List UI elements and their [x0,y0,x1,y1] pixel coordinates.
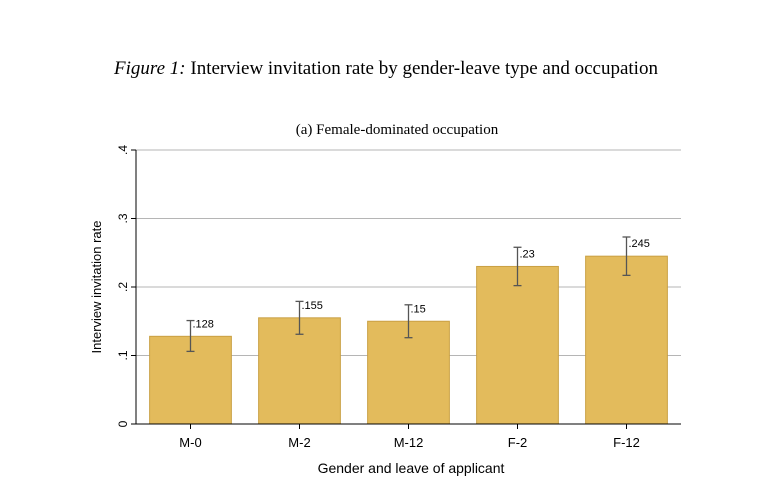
bar [476,265,559,425]
y-tick-label: .2 [116,282,130,292]
x-tick-label: M-12 [394,435,424,450]
figure-title: Interview invitation rate by gender-leav… [190,58,658,79]
data-label: .155 [302,300,323,312]
x-tick-label: M-2 [288,435,310,450]
data-label: .15 [411,303,426,315]
bar [367,320,450,425]
y-tick-label: 0 [116,420,130,427]
axes: 0 .1 .2 .3 .4 M-0 M-2 M-12 F-2 F-12 [116,145,681,450]
figure-caption: Figure 1: Interview invitation rate by g… [0,58,772,80]
bars: .128 .155 .15 .23 .245 [149,236,668,425]
y-tick-label: .3 [116,213,130,223]
chart-title: (a) Female-dominated occupation [296,122,499,138]
x-axis-label: Gender and leave of applicant [318,460,505,476]
y-tick-label: .4 [116,145,130,155]
data-label: .245 [629,238,650,250]
y-axis-label: Interview invitation rate [89,221,104,354]
bar [585,255,668,425]
x-tick-label: F-12 [613,435,640,450]
figure-label: Figure 1: [114,58,186,79]
data-label: .23 [520,248,535,260]
data-label: .128 [193,318,214,330]
x-tick-label: F-2 [508,435,528,450]
bar [258,317,341,425]
x-tick-label: M-0 [179,435,201,450]
y-tick-label: .1 [116,350,130,360]
